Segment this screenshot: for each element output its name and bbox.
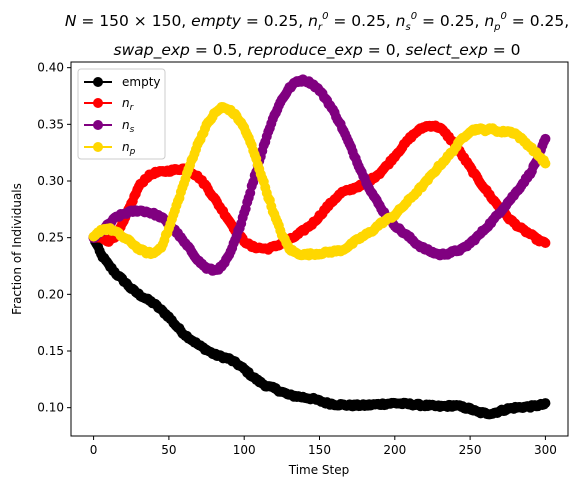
x-tick-label: 300 [534,443,557,457]
x-axis: 0 50 100 150 200 250 300 [90,436,557,457]
legend-marker-empty [93,77,103,87]
legend-marker-n-s [93,120,103,130]
plot-lines [88,74,551,420]
series-n-s [88,74,551,276]
chart-title-line1: N = 150 × 150, empty = 0.25, nr0 = 0.25,… [65,11,569,33]
legend: empty nr ns np [77,68,166,160]
x-axis-label: Time Step [288,463,350,477]
y-tick-label: 0.35 [37,117,64,131]
x-tick-label: 200 [383,443,406,457]
x-tick-label: 100 [233,443,256,457]
y-tick-label: 0.40 [37,61,64,75]
y-tick-label: 0.15 [37,344,64,358]
y-axis: 0.10 0.15 0.20 0.25 0.30 0.35 0.40 [37,61,71,415]
series-n-p [88,101,551,261]
data-point [540,398,551,409]
x-tick-label: 0 [90,443,98,457]
legend-frame [77,68,166,160]
x-tick-label: 50 [161,443,176,457]
x-tick-label: 150 [308,443,331,457]
series-line [92,236,547,416]
legend-marker-n-r [93,98,103,108]
y-tick-label: 0.10 [37,401,64,415]
y-axis-label: Fraction of Individuals [10,183,24,315]
y-tick-label: 0.25 [37,231,64,245]
legend-label-empty: empty [122,75,161,89]
x-tick-label: 250 [459,443,482,457]
data-point [540,133,551,144]
y-tick-label: 0.30 [37,174,64,188]
y-tick-label: 0.20 [37,287,64,301]
chart-title-line2: swap_exp = 0.5, reproduce_exp = 0, selec… [114,41,521,60]
data-point [540,237,551,248]
series-empty [88,232,551,420]
data-point [540,158,551,169]
legend-marker-n-p [93,142,103,152]
